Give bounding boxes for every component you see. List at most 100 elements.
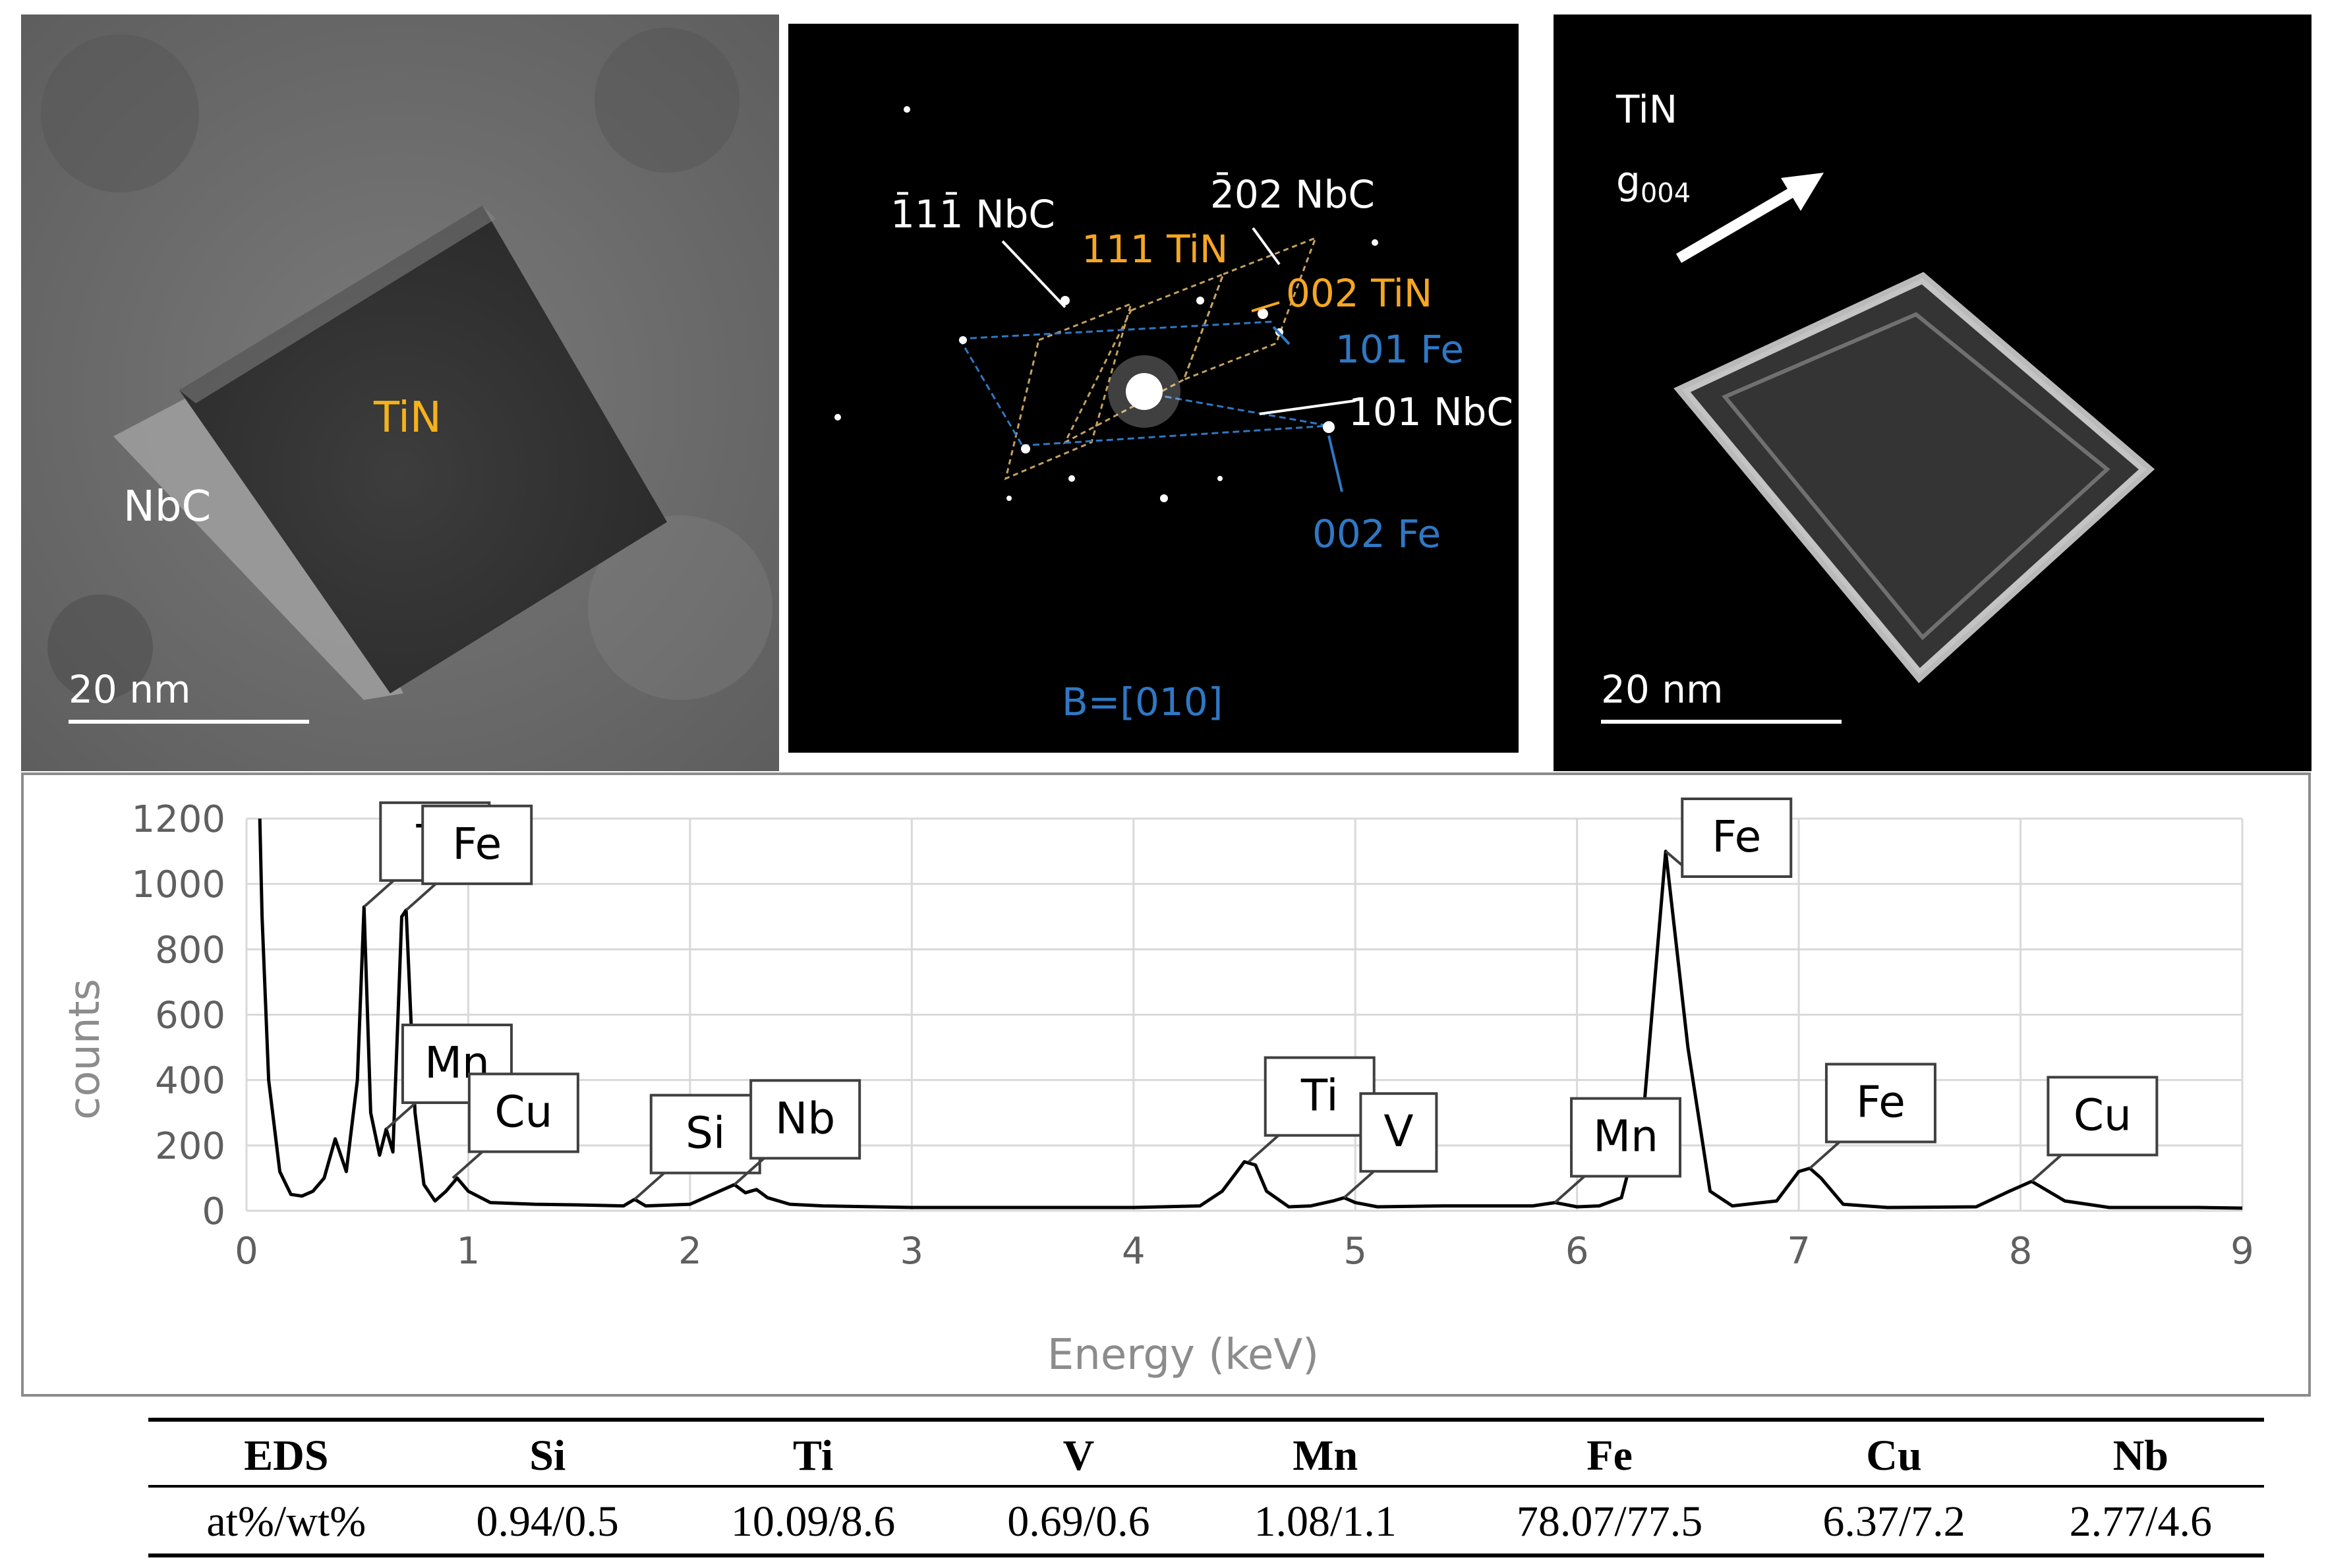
diffraction-pattern-graphic xyxy=(788,24,1519,753)
x-tick-label: 2 xyxy=(678,1230,702,1273)
y-tick-label: 1200 xyxy=(131,798,225,841)
y-axis-label: counts xyxy=(61,979,109,1120)
tin-111-label: 111 TiN xyxy=(1082,227,1229,272)
annotation-label: Fe xyxy=(1856,1077,1905,1128)
g-vector-label: g004 xyxy=(1616,158,1691,209)
x-tick-label: 4 xyxy=(1122,1230,1146,1273)
peak-annotation: Fe xyxy=(1809,1062,1936,1170)
bright-field-image-graphic xyxy=(21,15,779,771)
peak-annotation: Cu xyxy=(451,1072,579,1179)
annotation-leader xyxy=(451,1150,484,1179)
peak-annotation: Nb xyxy=(733,1079,861,1186)
table-header-cell: Nb xyxy=(2017,1418,2264,1488)
table-row: at%/wt% 0.94/0.5 10.09/8.6 0.69/0.6 1.08/1.1… xyxy=(148,1486,2264,1557)
fe-002-label: 002 Fe xyxy=(1312,511,1441,556)
eds-spectrum-chart: 0 200 400 600 800 1000 1200 0 1 2 3 4 5 6 7 8 9 Ti Fe Mn Cu… xyxy=(61,798,2254,1379)
nbc-111bar-label: 1̄11̄ NbC xyxy=(890,192,1055,237)
annotation-label: Nb xyxy=(775,1093,835,1144)
y-tick-label: 1000 xyxy=(131,863,225,906)
x-tick-label: 6 xyxy=(1565,1230,1589,1273)
table-cell: 78.07/77.5 xyxy=(1448,1486,1771,1557)
dark-field-tem-image: TiN g004 20 nm xyxy=(1554,15,2311,771)
annotation-label: Cu xyxy=(494,1086,552,1137)
table-header-cell: EDS xyxy=(148,1418,424,1488)
y-tick-label: 600 xyxy=(155,995,225,1037)
annotation-label: V xyxy=(1383,1106,1413,1157)
annotation-leader xyxy=(2031,1153,2062,1182)
x-tick-label: 3 xyxy=(900,1230,924,1273)
annotation-label: Ti xyxy=(1300,1070,1339,1121)
peak-annotation: Cu xyxy=(2031,1076,2159,1182)
annotation-box xyxy=(1359,1092,1438,1173)
table-cell: 0.94/0.5 xyxy=(424,1486,671,1557)
zone-axis-label: B=[010] xyxy=(1062,680,1223,724)
annotation-box xyxy=(421,804,533,885)
scale-bar-label: 20 nm xyxy=(69,667,191,712)
x-axis-label: Energy (keV) xyxy=(1047,1331,1319,1379)
y-tick-label: 400 xyxy=(155,1060,225,1103)
peak-annotation: Ti xyxy=(1248,1056,1376,1163)
nbc-101-label: 101 NbC xyxy=(1349,390,1513,434)
table-header-cell: V xyxy=(955,1418,1202,1488)
x-tick-label: 8 xyxy=(2009,1230,2033,1273)
x-tick-label: 1 xyxy=(457,1230,480,1273)
peak-annotation: Mn xyxy=(1554,1097,1682,1204)
annotation-label: Fe xyxy=(1712,811,1761,862)
x-tick-label: 0 xyxy=(235,1230,258,1273)
table-body: at%/wt% 0.94/0.5 10.09/8.6 0.69/0.6 1.08/1.1… xyxy=(148,1486,2264,1557)
annotation-leader xyxy=(1343,1170,1375,1199)
eds-composition-table: EDS Si Ti V Mn Fe Cu Nb at%/wt% 0.94/0.5 10.09/8.… xyxy=(148,1418,2264,1557)
g-subscript: 004 xyxy=(1640,178,1691,209)
table-cell: 6.37/7.2 xyxy=(1770,1486,2018,1557)
tin-label: TiN xyxy=(1616,87,1678,132)
peak-annotation: V xyxy=(1343,1092,1438,1199)
peak-annotation: Fe xyxy=(1664,798,1793,878)
annotation-box xyxy=(1681,798,1793,878)
annotation-label: Mn xyxy=(1593,1111,1658,1162)
scale-bar xyxy=(69,720,309,724)
peak-annotations: TiFeMnCuSiNbTiVMnFeFeCu xyxy=(363,798,2159,1204)
y-tick-label: 0 xyxy=(202,1190,225,1233)
scale-bar xyxy=(1601,720,1842,724)
annotation-box xyxy=(1824,1062,1936,1144)
diffraction-pattern-image: 1̄11̄ NbC 2̄02 NbC 111 TiN 002 TiN 101 F… xyxy=(788,24,1519,753)
table-header-cell: Fe xyxy=(1448,1418,1771,1488)
axis-ticks: 0 200 400 600 800 1000 1200 0 1 2 3 4 5 6 7 8 9 xyxy=(131,798,2253,1273)
annotation-box xyxy=(1264,1056,1376,1137)
x-tick-label: 7 xyxy=(1787,1230,1811,1273)
table-header-row: EDS Si Ti V Mn Fe Cu Nb xyxy=(148,1418,2264,1488)
annotation-box xyxy=(467,1072,579,1153)
table-cell: 0.69/0.6 xyxy=(955,1486,1202,1557)
tin-label: TiN xyxy=(374,393,442,442)
annotation-leader xyxy=(1554,1175,1586,1204)
y-tick-label: 200 xyxy=(155,1125,225,1168)
table-header-cell: Cu xyxy=(1770,1418,2018,1488)
table-cell: 2.77/4.6 xyxy=(2017,1486,2264,1557)
peak-annotation: Si xyxy=(633,1093,761,1201)
annotation-leader xyxy=(1248,1134,1280,1163)
annotation-box xyxy=(1570,1097,1682,1178)
annotation-leader xyxy=(1809,1141,1841,1170)
nbc-202bar-label: 2̄02 NbC xyxy=(1210,172,1375,217)
x-tick-label: 5 xyxy=(1343,1230,1367,1273)
annotation-leader xyxy=(385,1101,417,1130)
table-header-cell: Si xyxy=(424,1418,671,1488)
peak-annotation: Fe xyxy=(405,804,533,912)
y-tick-label: 800 xyxy=(155,929,225,972)
annotation-box xyxy=(649,1093,761,1175)
table-header-cell: Mn xyxy=(1202,1418,1449,1488)
annotation-box xyxy=(2047,1076,2159,1157)
annotation-leader xyxy=(405,883,437,912)
annotation-label: Si xyxy=(685,1108,725,1159)
table-header-cell: Ti xyxy=(670,1418,956,1488)
dark-field-image-graphic xyxy=(1554,15,2311,771)
table-cell: at%/wt% xyxy=(148,1486,424,1557)
annotation-label: Cu xyxy=(2074,1089,2132,1140)
annotation-leader xyxy=(633,1172,666,1201)
scale-bar-label: 20 nm xyxy=(1601,667,1724,712)
spectrum-line xyxy=(258,818,2243,1210)
x-tick-label: 9 xyxy=(2230,1230,2254,1273)
annotation-label: Fe xyxy=(452,819,502,869)
table-cell: 1.08/1.1 xyxy=(1202,1486,1449,1557)
fe-101-label: 101 Fe xyxy=(1335,327,1465,372)
